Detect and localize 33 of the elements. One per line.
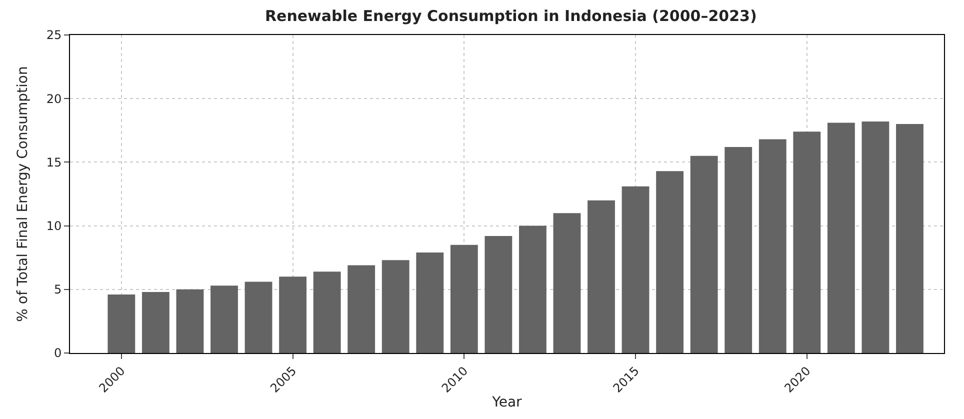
bar [244, 282, 272, 353]
y-tick-label: 20 [46, 92, 62, 106]
bar [656, 171, 684, 353]
x-axis-title: Year [491, 394, 522, 411]
bar [484, 236, 512, 353]
y-tick-label: 0 [54, 346, 62, 360]
bar [793, 132, 821, 353]
bar [622, 186, 650, 353]
y-tick-label: 10 [46, 219, 62, 233]
bar [862, 122, 890, 353]
y-axis-title: % of Total Final Energy Consumption [14, 66, 31, 322]
bar [450, 244, 478, 353]
bar [553, 213, 581, 353]
bar [279, 276, 306, 353]
bar [210, 286, 238, 353]
bar [519, 226, 546, 353]
y-tick-label: 5 [54, 282, 62, 297]
bar [142, 292, 170, 353]
chart-title: Renewable Energy Consumption in Indonesia (2000–2023) [264, 6, 757, 25]
bar [896, 124, 924, 353]
bar [724, 146, 752, 353]
bar [348, 265, 376, 353]
bar [690, 156, 718, 353]
bar [176, 289, 204, 353]
y-tick-label: 15 [46, 155, 62, 170]
bar [313, 272, 341, 353]
bar [758, 139, 786, 353]
bar [108, 294, 136, 353]
bar [827, 122, 855, 353]
bar [382, 260, 410, 353]
bar [416, 252, 444, 353]
y-tick-label: 25 [46, 28, 62, 42]
bar [588, 200, 615, 353]
